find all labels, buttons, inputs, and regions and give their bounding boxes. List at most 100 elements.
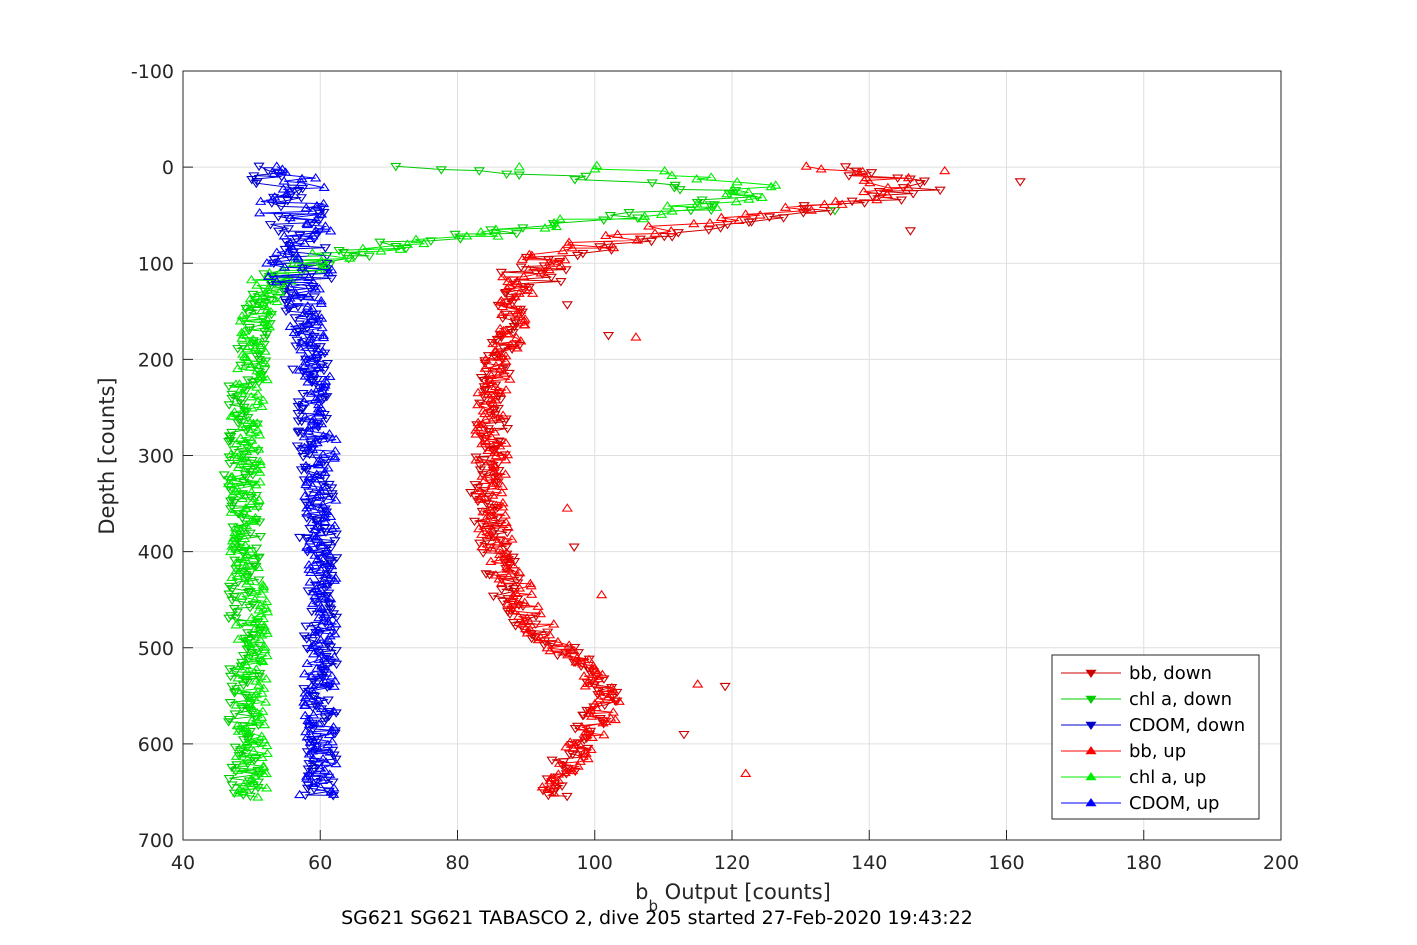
data-point-outlier [568, 543, 580, 552]
data-point [658, 232, 670, 242]
data-point [245, 774, 257, 783]
legend-entry: chl a, down [1061, 689, 1232, 710]
data-point [470, 425, 482, 434]
data-point [487, 490, 499, 499]
data-point [232, 672, 244, 682]
data-point [229, 743, 241, 753]
data-point [499, 510, 511, 519]
data-point [495, 363, 507, 372]
data-point [245, 427, 257, 436]
data-point [498, 368, 510, 377]
x-tick-label: 200 [1263, 852, 1299, 874]
data-point [329, 628, 341, 638]
data-point [292, 258, 304, 267]
data-point [688, 218, 700, 228]
data-point [312, 624, 325, 634]
data-point [318, 717, 331, 727]
data-point [245, 701, 257, 710]
data-point [258, 317, 270, 327]
data-point [518, 315, 530, 325]
legend-entry: chl a, up [1061, 767, 1206, 788]
data-point [240, 520, 252, 529]
data-point [261, 258, 273, 267]
data-point [306, 416, 318, 425]
data-point [600, 716, 612, 726]
data-point [754, 210, 766, 219]
data-point [249, 550, 262, 560]
data-point-outlier [561, 301, 573, 310]
data-point [492, 537, 504, 546]
data-point [490, 224, 502, 233]
data-point [328, 453, 340, 462]
data-point [494, 297, 506, 306]
data-point [231, 557, 243, 566]
data-point [303, 471, 315, 481]
data-point [486, 481, 498, 490]
data-point [484, 510, 497, 520]
data-point [390, 243, 402, 252]
data-point [545, 772, 557, 782]
data-point [512, 611, 525, 620]
data-point [488, 467, 500, 476]
data-point [326, 484, 338, 493]
data-point [500, 564, 512, 574]
data-point [316, 396, 329, 405]
data-point [299, 238, 311, 247]
data-point [279, 167, 292, 176]
data-point [261, 628, 273, 637]
data-point [242, 415, 255, 424]
data-point [589, 698, 601, 708]
data-point [246, 715, 258, 724]
data-point [490, 346, 502, 355]
data-point [493, 329, 505, 339]
data-point [317, 198, 330, 208]
data-point [325, 606, 337, 615]
data-point [592, 673, 604, 683]
x-tick-label: 100 [577, 852, 613, 874]
data-point [257, 613, 270, 623]
data-point [344, 253, 356, 262]
data-point [317, 753, 329, 763]
data-point [240, 659, 252, 669]
data-point [704, 217, 716, 227]
data-point [655, 209, 668, 218]
data-point [577, 658, 589, 668]
data-point [607, 707, 619, 716]
data-point [230, 438, 243, 448]
legend-marker-icon [1085, 771, 1097, 781]
data-point [243, 544, 255, 553]
data-point [307, 648, 320, 658]
data-point [230, 751, 243, 760]
data-point [287, 244, 299, 253]
data-point [541, 784, 554, 793]
data-point [501, 543, 513, 552]
data-point [482, 445, 494, 454]
data-point-outlier [829, 207, 841, 216]
legend: bb, down chl a, down CDOM, down bb, up chl a… [1051, 654, 1260, 820]
data-point [251, 501, 263, 510]
data-point [248, 561, 260, 570]
data-point [299, 356, 312, 366]
data-point [242, 440, 255, 449]
data-point [511, 276, 523, 285]
data-point [516, 618, 528, 628]
data-point [246, 585, 258, 595]
x-tick-label: 40 [171, 852, 195, 874]
data-point [278, 231, 290, 240]
data-point [527, 288, 539, 297]
legend-entry: CDOM, down [1061, 715, 1245, 736]
data-point [254, 459, 267, 469]
data-point [246, 612, 258, 622]
data-point [278, 262, 291, 271]
data-point [292, 252, 304, 261]
data-point [480, 570, 492, 579]
data-point [715, 212, 728, 221]
legend-marker-icon [1085, 721, 1097, 731]
data-point [319, 375, 331, 385]
data-point [232, 765, 244, 774]
data-point [514, 567, 526, 577]
y-tick-label: 200 [138, 349, 174, 371]
data-point [230, 620, 242, 629]
data-point-outlier [595, 589, 608, 599]
legend-marker-icon [1085, 669, 1097, 679]
